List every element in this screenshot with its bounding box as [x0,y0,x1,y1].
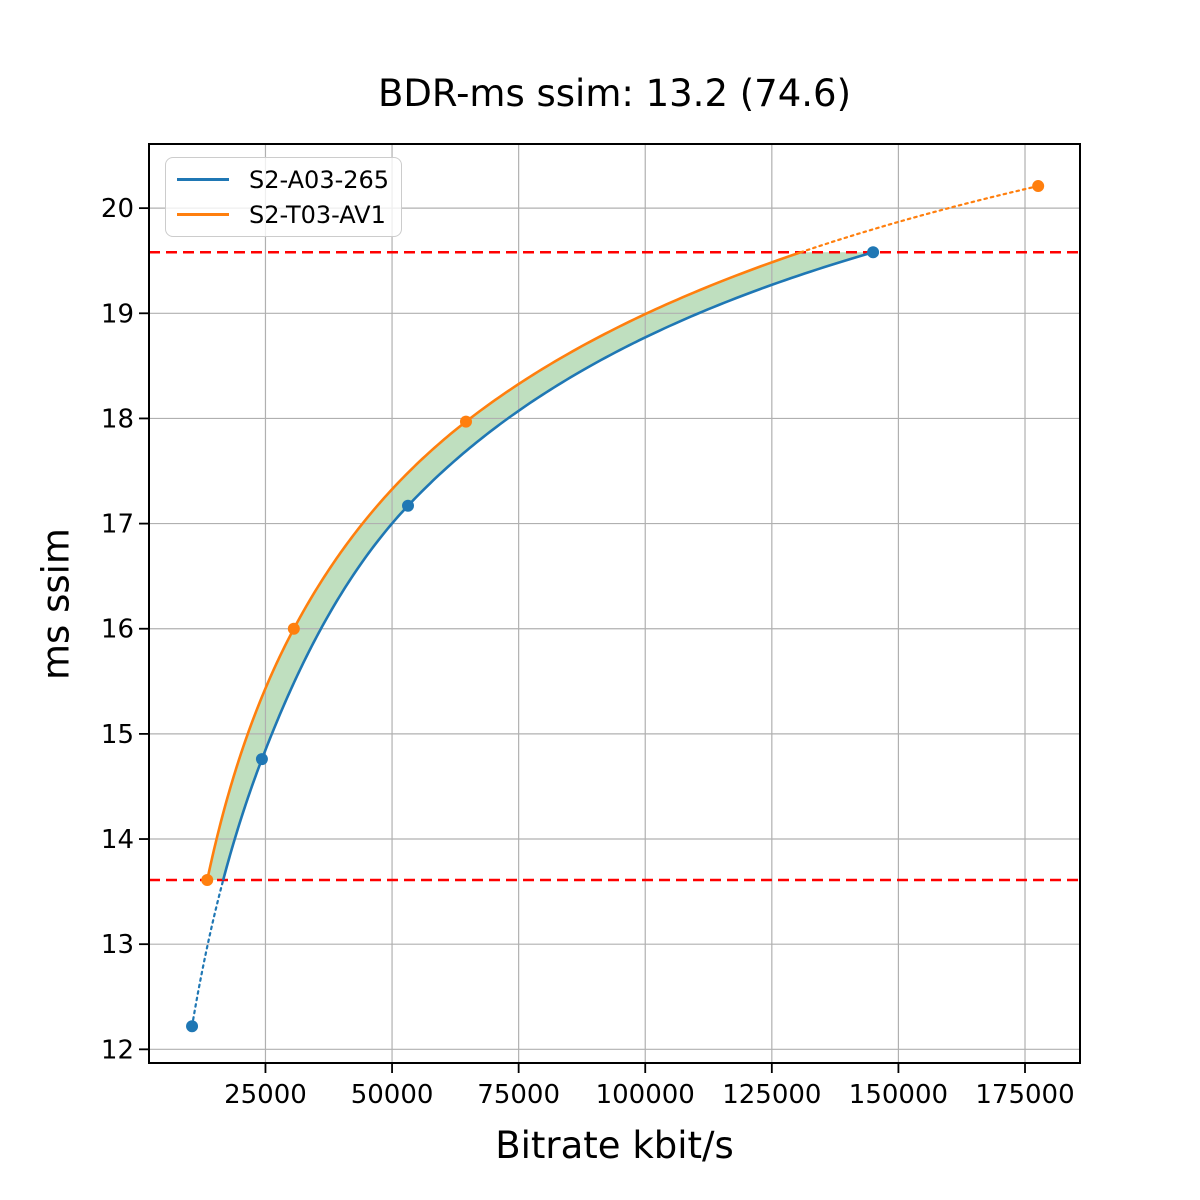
y-tick-label: 12 [101,1035,134,1065]
y-tick-label: 15 [101,720,134,750]
x-tick-label: 75000 [477,1080,560,1110]
curve-dotted-s2-a03-265 [190,878,225,1028]
y-tick-label: 16 [101,615,134,645]
y-tick-label: 14 [101,825,134,855]
legend-label: S2-A03-265 [249,165,390,194]
markers-s2-a03-265 [186,246,880,1033]
x-tick-label: 150000 [849,1080,948,1110]
curve-dotted-s2-t03-av1 [799,184,1040,254]
legend-line-swatch-blue [177,178,229,181]
data-point-s2-t03-av1 [201,874,214,887]
y-tick-label: 18 [101,404,134,434]
x-tick-labels: 25000 50000 75000 100000 125000 150000 175000 [224,1080,1075,1110]
y-tick-label: 20 [101,194,134,224]
data-point-s2-t03-av1 [287,622,300,635]
x-axis-label: Bitrate kbit/s [495,1124,734,1167]
data-point-s2-t03-av1 [1032,180,1045,193]
curve-solid-s2-t03-av1 [205,251,802,881]
y-tick-label: 19 [101,299,134,329]
data-point-s2-t03-av1 [459,415,472,428]
data-point-s2-a03-265 [255,753,268,766]
curve-solid-s2-a03-265 [221,251,874,881]
x-tick-label: 175000 [975,1080,1074,1110]
axis-ticks [139,207,1026,1073]
gridlines [149,144,1080,1063]
legend: S2-A03-265 S2-T03-AV1 [165,157,402,237]
plot-border [148,143,1081,1064]
data-point-s2-a03-265 [402,499,415,512]
legend-entry-s2-a03-265: S2-A03-265 [166,162,401,197]
markers-s2-t03-av1 [201,180,1045,887]
legend-label: S2-T03-AV1 [249,200,386,229]
y-tick-label: 13 [101,930,134,960]
y-tick-labels: 12 13 14 15 16 17 18 19 20 [101,194,134,1065]
y-tick-label: 17 [101,510,134,540]
legend-entry-s2-t03-av1: S2-T03-AV1 [166,197,401,232]
data-point-s2-a03-265 [186,1020,199,1033]
x-tick-label: 100000 [596,1080,695,1110]
bd-gap-shaded-region [207,252,874,881]
legend-line-swatch-orange [177,213,229,216]
x-tick-label: 25000 [224,1080,307,1110]
chart-title: BDR-ms ssim: 13.2 (74.6) [377,72,851,115]
x-tick-label: 50000 [351,1080,434,1110]
x-tick-label: 125000 [722,1080,821,1110]
data-point-s2-a03-265 [867,246,880,259]
y-axis-label: ms ssim [34,528,78,680]
